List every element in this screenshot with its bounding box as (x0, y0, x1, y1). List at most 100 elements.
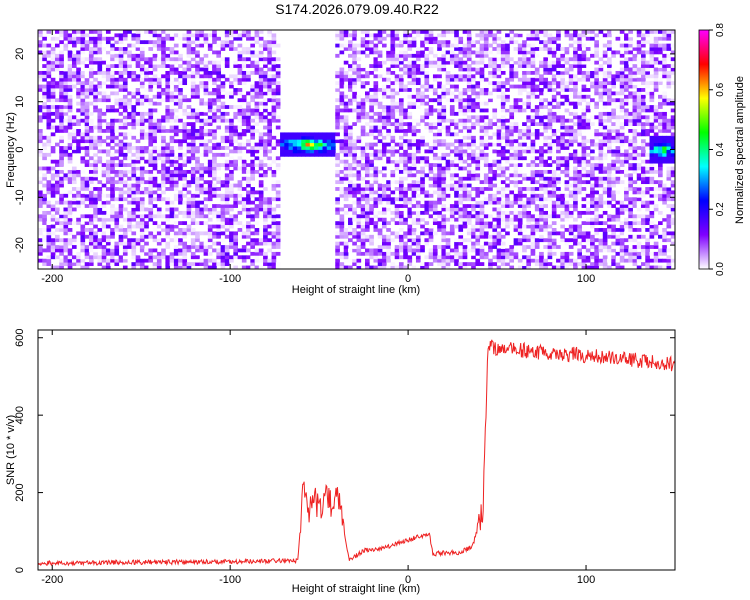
heatmap-cell (500, 43, 506, 48)
heatmap-cell (483, 163, 489, 167)
heatmap-cell (509, 221, 515, 226)
heatmap-cell (80, 142, 86, 147)
heatmap-cell (127, 217, 132, 222)
heatmap-cell (42, 50, 47, 55)
heatmap-cell (139, 265, 145, 270)
heatmap-cell (110, 183, 115, 188)
heatmap-cell (173, 94, 179, 99)
heatmap-cell (420, 64, 425, 68)
heatmap-cell (76, 221, 81, 226)
heatmap-cell (339, 221, 345, 226)
heatmap-cell (263, 217, 268, 222)
heatmap-cell (54, 60, 60, 65)
heatmap-cell (454, 98, 459, 103)
heatmap-cell (356, 183, 362, 188)
heatmap-cell (339, 118, 345, 123)
heatmap-cell (492, 241, 498, 246)
heatmap-cell (373, 111, 379, 116)
heatmap-cell (496, 149, 502, 154)
heatmap-cell (46, 67, 52, 72)
heatmap-cell (258, 207, 264, 212)
heatmap-cell (80, 159, 86, 164)
heatmap-cell (343, 245, 349, 249)
heatmap-cell (462, 149, 468, 154)
heatmap-cell (165, 255, 171, 260)
heatmap-cell (101, 111, 107, 116)
heatmap-cell (118, 146, 124, 150)
heatmap-cell (267, 125, 272, 130)
heatmap-cell (224, 258, 230, 263)
heatmap-cell (254, 258, 260, 263)
heatmap-cell (144, 70, 149, 75)
heatmap-cell (530, 36, 536, 41)
heatmap-cell (67, 108, 73, 113)
heatmap-cell (441, 187, 447, 191)
heatmap-cell (267, 33, 272, 38)
heatmap-cell (301, 146, 306, 150)
heatmap-cell (420, 231, 425, 236)
heatmap-cell (335, 163, 340, 167)
heatmap-cell (275, 190, 281, 195)
heatmap-cell (466, 146, 472, 150)
heatmap-cell (488, 193, 493, 198)
heatmap-cell (437, 193, 442, 198)
heatmap-cell (411, 183, 417, 188)
heatmap-cell (441, 258, 447, 263)
heatmap-cell (93, 149, 98, 154)
heatmap-cell (122, 115, 128, 120)
heatmap-cell (437, 255, 442, 260)
heatmap-cell (522, 262, 527, 266)
heatmap-cell (165, 36, 171, 41)
heatmap-cell (471, 245, 476, 249)
heatmap-cell (339, 67, 345, 72)
heatmap-cell (88, 238, 94, 243)
heatmap-cell (496, 50, 502, 55)
heatmap-cell (420, 224, 425, 229)
heatmap-cell (369, 255, 374, 260)
heatmap-cell (534, 180, 540, 185)
heatmap-cell (101, 258, 107, 263)
heatmap-cell (364, 197, 370, 202)
heatmap-cell (80, 40, 86, 45)
heatmap-cell (97, 81, 103, 86)
heatmap-cell (156, 77, 162, 82)
heatmap-cell (169, 81, 175, 86)
heatmap-cell (424, 40, 430, 45)
heatmap-cell (539, 251, 544, 256)
heatmap-cell (93, 50, 98, 55)
heatmap-cell (466, 204, 472, 208)
heatmap-cell (131, 57, 137, 62)
heatmap-cell (475, 156, 481, 161)
heatmap-cell (492, 183, 498, 188)
heatmap-cell (105, 234, 111, 239)
heatmap-cell (152, 228, 158, 232)
heatmap-cell (63, 200, 69, 205)
heatmap-cell (488, 122, 493, 126)
heatmap-cell (360, 132, 366, 137)
heatmap-cell (471, 125, 476, 130)
heatmap-cell (169, 255, 175, 260)
heatmap-cell (539, 101, 544, 106)
heatmap-cell (318, 135, 323, 140)
heatmap-cell (190, 255, 196, 260)
heatmap-cell (386, 135, 391, 140)
heatmap-cell (526, 70, 532, 75)
heatmap-cell (377, 36, 383, 41)
heatmap-cell (513, 193, 519, 198)
heatmap-cell (101, 74, 107, 79)
heatmap-cell (114, 169, 120, 174)
heatmap-cell (547, 190, 553, 195)
heatmap-cell (364, 132, 370, 137)
heatmap-cell (71, 262, 77, 266)
heatmap-cell (530, 241, 536, 246)
heatmap-cell (271, 33, 277, 38)
heatmap-cell (373, 156, 379, 161)
heatmap-cell (224, 57, 230, 62)
heatmap-cell (156, 169, 162, 174)
heatmap-cell (356, 74, 362, 79)
heatmap-cell (237, 105, 243, 109)
heatmap-cell (513, 197, 519, 202)
heatmap-cell (122, 111, 128, 116)
heatmap-cell (335, 241, 340, 246)
heatmap-cell (275, 156, 281, 161)
